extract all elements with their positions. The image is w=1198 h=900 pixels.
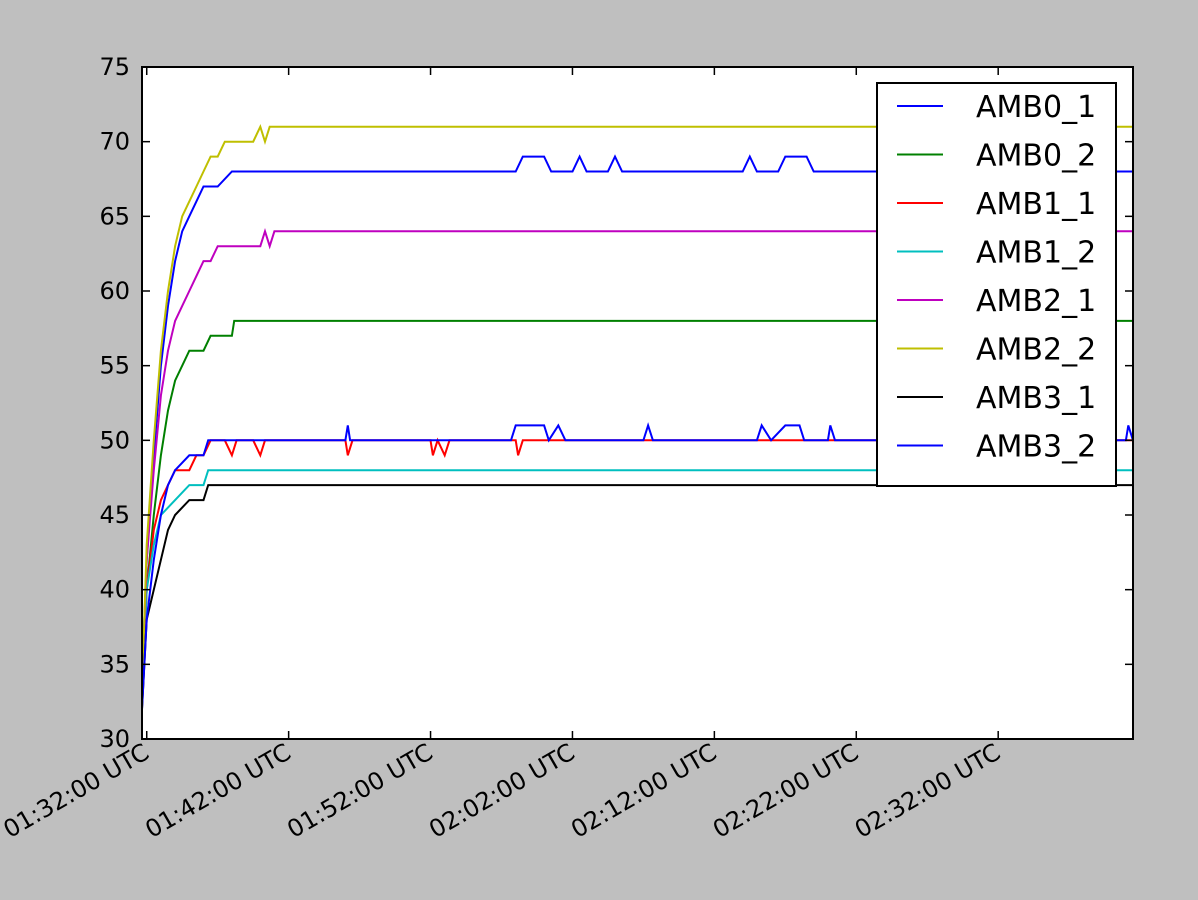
y-tick-label: 65 bbox=[99, 202, 130, 230]
series-line-amb2-1 bbox=[141, 227, 1133, 695]
legend-label: AMB3_2 bbox=[976, 430, 1096, 465]
series-lines bbox=[141, 123, 1134, 710]
legend-label: AMB3_1 bbox=[976, 381, 1096, 416]
series-line-amb2-2 bbox=[141, 123, 1133, 695]
legend-label: AMB2_1 bbox=[976, 284, 1096, 319]
y-tick-label: 55 bbox=[99, 352, 130, 380]
series-line-amb0-2 bbox=[141, 319, 1133, 695]
legend: AMB0_1 AMB0_2 AMB1_1 AMB1_2 AMB2_1 AMB2_2 AMB3… bbox=[876, 82, 1117, 487]
plot-frame bbox=[141, 66, 1134, 740]
y-tick-label: 75 bbox=[99, 53, 130, 81]
legend-label: AMB1_1 bbox=[976, 187, 1096, 222]
legend-label: AMB0_1 bbox=[976, 90, 1096, 125]
y-tick-label: 40 bbox=[99, 576, 130, 604]
y-tick-label: 30 bbox=[99, 725, 130, 753]
y-tick-label: 35 bbox=[99, 650, 130, 678]
y-axis: 30 35 40 45 50 55 60 65 70 75 bbox=[99, 53, 1133, 753]
series-line-amb3-2 bbox=[141, 422, 1134, 710]
legend-box bbox=[876, 82, 1117, 487]
y-tick-label: 70 bbox=[99, 128, 130, 156]
series-line-amb3-1 bbox=[141, 484, 1133, 710]
legend-label: AMB1_2 bbox=[976, 236, 1096, 271]
y-tick-label: 45 bbox=[99, 501, 130, 529]
y-tick-label: 60 bbox=[99, 277, 130, 305]
legend-label: AMB2_2 bbox=[976, 333, 1096, 368]
legend-label: AMB0_2 bbox=[976, 139, 1096, 174]
series-line-amb1-2 bbox=[141, 469, 1133, 695]
series-line-amb0-1 bbox=[141, 154, 1133, 680]
y-tick-label: 50 bbox=[99, 426, 130, 454]
